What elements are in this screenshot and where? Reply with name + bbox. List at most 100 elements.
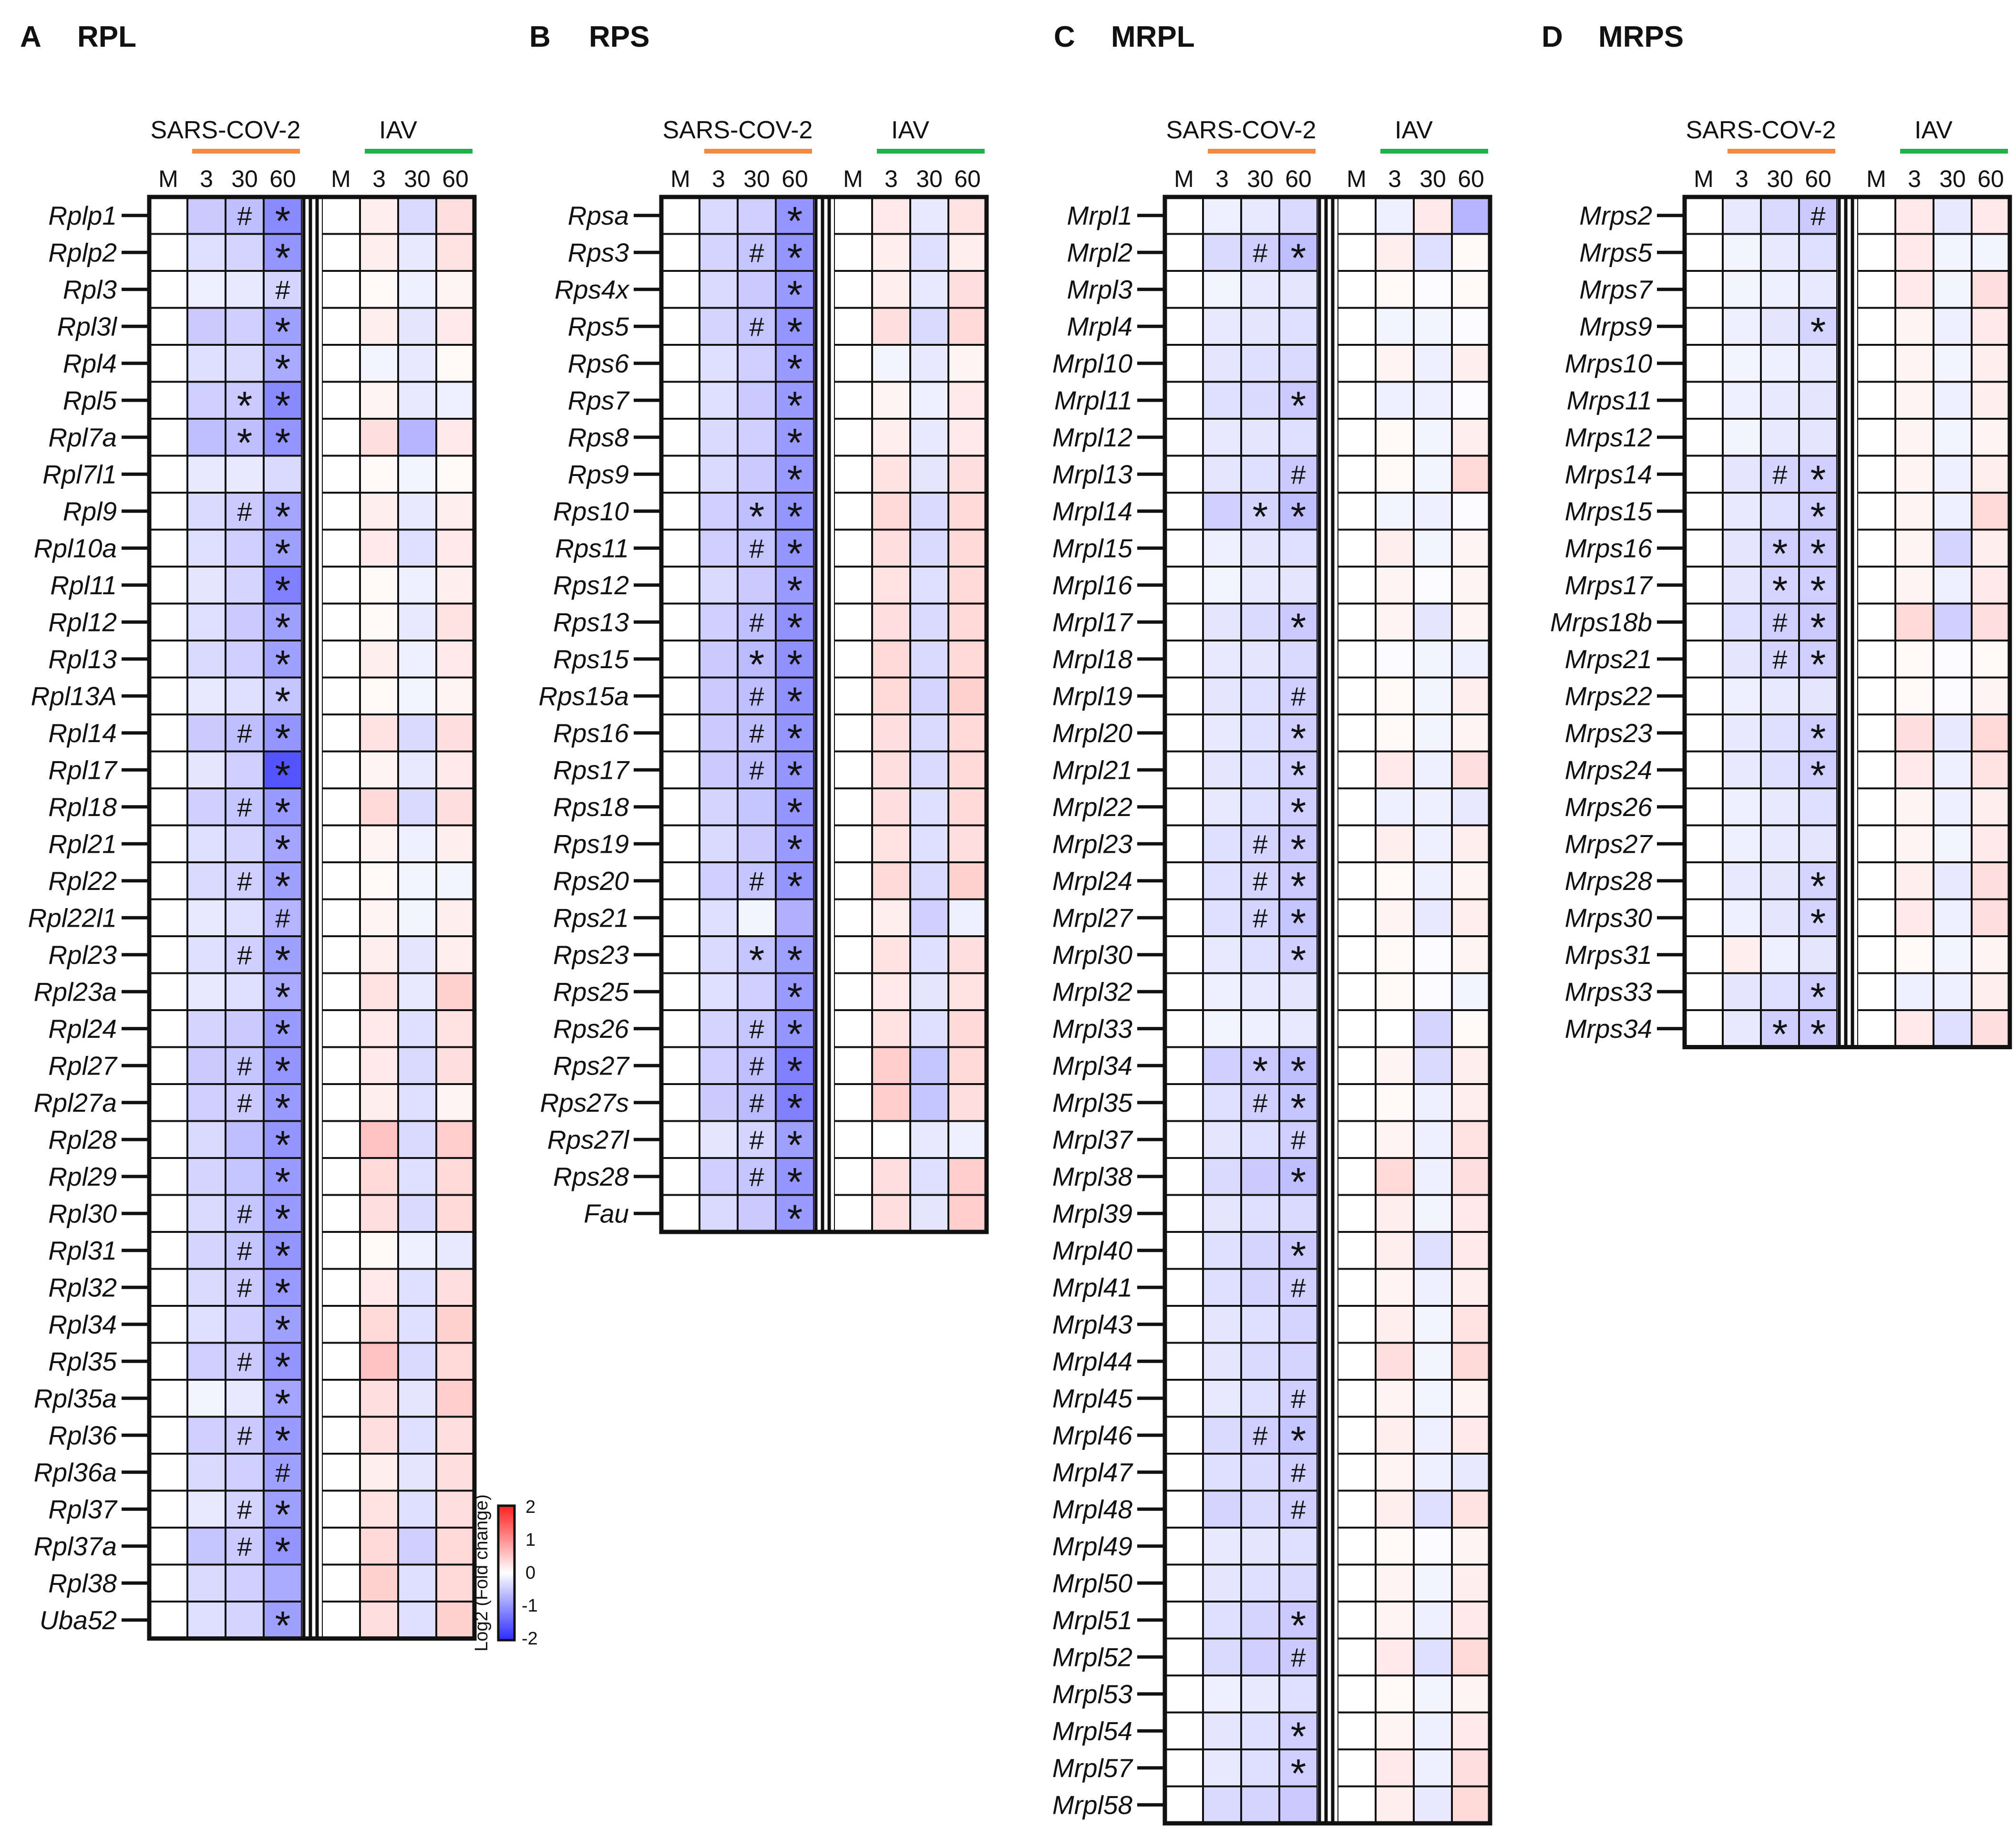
heatmap-cell-sars [660,602,700,641]
heatmap-cell-sars [699,528,739,568]
heatmap-cell-sars [737,713,777,753]
heatmap-cell-iav [1451,528,1491,568]
heatmap-cell-sars [699,935,739,974]
heatmap-cell-iav [1451,1563,1491,1603]
heatmap-cell-iav [321,418,361,457]
heatmap-frame [147,195,477,1641]
heatmap-cell-iav [1413,1231,1453,1270]
heatmap-cell-sars [660,455,700,494]
heatmap-cell-iav [359,1120,399,1159]
gene-label: Mrpl16 [1052,570,1133,600]
gene-label: Rps19 [553,829,629,858]
heatmap-cell-sars [699,1083,739,1122]
heatmap-cell-iav [1894,344,1934,383]
significance-hash: # [237,1531,252,1561]
colorbar-gradient [497,1504,516,1642]
heatmap-cell-iav [871,787,911,827]
heatmap-row: Mrpl37 # [1052,1120,1491,1159]
heatmap-cell-iav [1933,344,1973,383]
heatmap-cell-iav [1451,935,1491,974]
significance-hash: # [749,1162,764,1192]
gene-label: Rps4x [555,275,630,304]
heatmap-row: Mrpl47 # [1052,1453,1491,1492]
heatmap-frame [659,195,989,1234]
heatmap-cell-sars [1164,787,1204,827]
gene-label: Rpl27 [48,1051,118,1080]
heatmap-row: Fau * [584,1194,987,1241]
heatmap-cell-sars [1164,1785,1204,1824]
heatmap-cell-sars [1760,935,1800,974]
heatmap-cell-iav [1413,418,1453,457]
heatmap-row: Mrpl23 # * [1052,824,1491,871]
heatmap-cell-sars [225,566,265,605]
heatmap-cell-sars [1278,270,1318,309]
heatmap-row: Rpl29 * [48,1157,475,1204]
heatmap-cell-sars [660,972,700,1011]
heatmap-cell-sars [1164,1453,1204,1492]
heatmap-cell-sars [225,1305,265,1344]
heatmap-cell-sars [148,566,188,605]
heatmap-cell-iav [397,861,437,900]
gene-label: Mrpl20 [1052,718,1133,748]
heatmap-cell-sars [225,972,265,1011]
gene-label: Mrps9 [1579,311,1652,341]
heatmap-cell-iav [1451,1637,1491,1676]
gene-label: Rps13 [553,607,629,637]
heatmap-cell-iav [1375,381,1415,420]
heatmap-cell-sars [186,713,226,753]
gene-label: Rpl17 [48,755,118,785]
heatmap-cell-iav [435,972,475,1011]
heatmap-row: Mrps15 * [1565,492,2011,539]
heatmap-cell-iav [1933,566,1973,605]
heatmap-cell-iav [435,750,475,789]
heatmap-cell-iav [833,676,873,715]
heatmap-cell-iav [1933,676,1973,715]
heatmap-cell-iav [1933,270,1973,309]
heatmap-cell-iav [1413,1120,1453,1159]
heatmap-cell-iav [435,1268,475,1307]
gene-label: Rpl30 [48,1199,117,1228]
heatmap-cell-iav [397,307,437,346]
heatmap-row: Rplp1 # * [48,196,475,243]
heatmap-cell-sars [148,935,188,974]
heatmap-cell-sars [1722,898,1762,937]
heatmap-cell-sars [148,1453,188,1492]
heatmap-cell-sars [1684,196,1724,235]
group-label-iav: IAV [379,116,417,144]
gene-label: Rpl5 [63,385,117,415]
heatmap-cell-sars [263,1379,303,1418]
heatmap-cell-iav [1375,196,1415,235]
significance-hash: # [237,1199,252,1229]
heatmap-cell-iav [435,898,475,937]
heatmap-cell-iav [435,935,475,974]
heatmap-cell-sars [1240,972,1280,1011]
heatmap-row: Mrps22 [1565,676,2011,715]
heatmap-row: Mrps12 [1565,418,2011,457]
heatmap-cell-sars [1278,602,1318,641]
heatmap-cell-iav [1337,1785,1377,1824]
heatmap-cell-iav [435,1379,475,1418]
heatmap-cell-sars [1278,1453,1318,1492]
heatmap-cell-iav [1375,1379,1415,1418]
heatmap-cell-iav [359,824,399,863]
heatmap-row: Rps26 # * [553,1009,987,1056]
heatmap-cell-sars [1164,1563,1204,1603]
heatmap-cell-sars [1240,307,1280,346]
significance-hash: # [749,866,764,896]
heatmap-cell-iav [1933,713,1973,753]
heatmap-cell-iav [359,713,399,753]
heatmap-cell-iav [359,1305,399,1344]
heatmap-cell-sars [263,602,303,641]
heatmap-cell-iav [397,1120,437,1159]
heatmap-cell-sars [1278,1083,1318,1122]
heatmap-cell-sars [1240,1416,1280,1455]
gene-label: Mrpl40 [1052,1236,1133,1265]
heatmap-cell-sars [660,676,700,715]
heatmap-cell-iav [321,1305,361,1344]
heatmap-cell-sars [186,270,226,309]
heatmap-cell-iav [1933,787,1973,827]
heatmap-cell-iav [1451,1489,1491,1529]
heatmap-row: Mrpl46 # * [1052,1416,1491,1463]
heatmap-cell-iav [1413,640,1453,679]
heatmap-cell-sars [1798,418,1838,457]
